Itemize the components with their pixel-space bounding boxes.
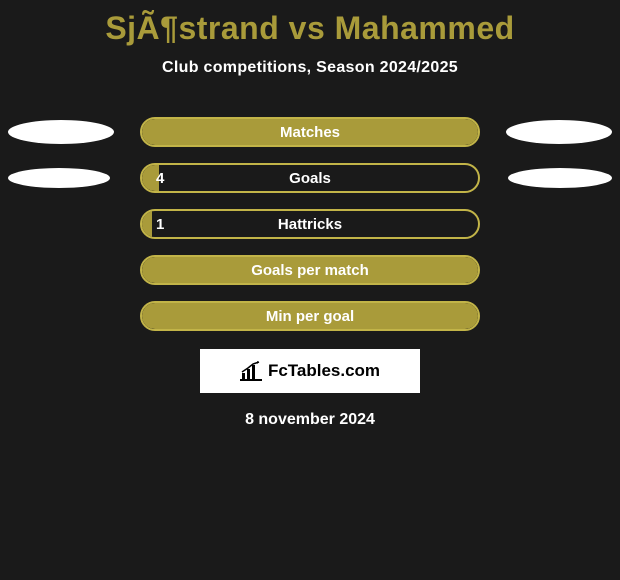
- stat-row: Hattricks1: [0, 209, 620, 239]
- stat-bar: Hattricks1: [140, 209, 480, 239]
- stat-bar-label: Goals: [142, 170, 478, 187]
- stat-row: Min per goal: [0, 301, 620, 331]
- stat-bar-label: Hattricks: [142, 216, 478, 233]
- left-ellipse: [8, 120, 114, 144]
- left-ellipse: [8, 168, 110, 188]
- stat-bar-label: Goals per match: [142, 262, 478, 279]
- right-ellipse: [508, 168, 612, 188]
- stat-bar: Min per goal: [140, 301, 480, 331]
- stat-row: Goals per match: [0, 255, 620, 285]
- stat-bar: Goals per match: [140, 255, 480, 285]
- chart-icon: [240, 361, 262, 381]
- branding-text: FcTables.com: [268, 361, 380, 381]
- page-title: SjÃ¶strand vs Mahammed: [0, 0, 620, 47]
- subtitle: Club competitions, Season 2024/2025: [0, 59, 620, 77]
- stat-row: Matches: [0, 117, 620, 147]
- stat-bar-value-left: 1: [156, 216, 164, 233]
- stat-bar: Matches: [140, 117, 480, 147]
- stat-bar-label: Min per goal: [142, 308, 478, 325]
- stat-rows: Matches Goals4 Hattricks1 Goals per match Mi…: [0, 117, 620, 331]
- stat-bar-label: Matches: [142, 124, 478, 141]
- right-ellipse: [506, 120, 612, 144]
- stat-bar-value-left: 4: [156, 170, 164, 187]
- branding-badge: FcTables.com: [200, 349, 420, 393]
- stat-bar: Goals4: [140, 163, 480, 193]
- date-text: 8 november 2024: [0, 411, 620, 429]
- stat-row: Goals4: [0, 163, 620, 193]
